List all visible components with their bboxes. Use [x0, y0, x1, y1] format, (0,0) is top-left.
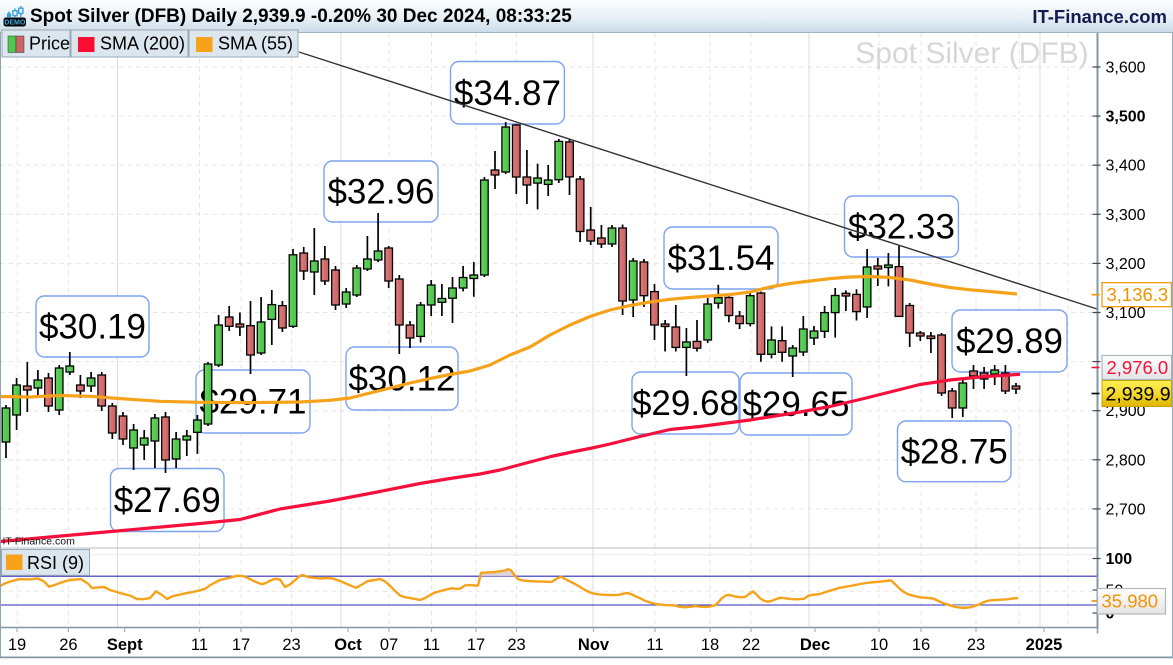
svg-text:$29.68: $29.68: [632, 384, 739, 423]
svg-text:10: 10: [870, 636, 888, 654]
svg-text:16: 16: [912, 636, 930, 654]
svg-text:SMA (55): SMA (55): [218, 34, 293, 54]
svg-text:$30.12: $30.12: [348, 360, 455, 399]
svg-text:SMA (200): SMA (200): [100, 34, 185, 54]
svg-text:DEMO: DEMO: [4, 20, 26, 27]
svg-text:17: 17: [467, 636, 485, 654]
svg-text:2025: 2025: [1026, 636, 1063, 654]
svg-text:IT-Finance.com: IT-Finance.com: [1032, 6, 1167, 27]
svg-text:IT-Finance.com: IT-Finance.com: [3, 536, 76, 548]
svg-text:2,900: 2,900: [1106, 403, 1146, 420]
svg-text:$32.33: $32.33: [848, 208, 955, 247]
svg-text:$27.69: $27.69: [114, 481, 221, 520]
svg-text:3,200: 3,200: [1106, 256, 1146, 273]
svg-text:3,100: 3,100: [1106, 305, 1146, 322]
svg-text:Sept: Sept: [107, 636, 143, 654]
svg-text:18: 18: [701, 636, 719, 654]
svg-text:11: 11: [423, 636, 440, 654]
svg-text:$29.89: $29.89: [956, 322, 1063, 361]
svg-text:$31.54: $31.54: [667, 239, 774, 278]
svg-text:19: 19: [8, 636, 26, 654]
svg-text:3,600: 3,600: [1106, 60, 1146, 77]
svg-text:$28.75: $28.75: [901, 432, 1008, 471]
svg-text:Spot Silver (DFB) Daily 2,939.: Spot Silver (DFB) Daily 2,939.9 -0.20% 3…: [30, 6, 572, 27]
svg-text:11: 11: [646, 636, 663, 654]
svg-text:2,976.0: 2,976.0: [1107, 357, 1169, 378]
svg-text:$34.87: $34.87: [454, 74, 561, 113]
svg-text:$30.19: $30.19: [39, 308, 146, 347]
svg-text:26: 26: [59, 636, 77, 654]
svg-text:$32.96: $32.96: [327, 173, 434, 212]
svg-text:2,939.9: 2,939.9: [1106, 384, 1171, 406]
svg-text:23: 23: [507, 636, 525, 654]
svg-text:11: 11: [191, 636, 208, 654]
svg-text:100: 100: [1106, 551, 1133, 568]
svg-text:17: 17: [232, 636, 250, 654]
svg-text:3,400: 3,400: [1106, 158, 1146, 175]
svg-text:07: 07: [380, 636, 398, 654]
svg-text:3,136.3: 3,136.3: [1107, 284, 1169, 305]
svg-text:3,300: 3,300: [1106, 207, 1146, 224]
svg-text:3,500: 3,500: [1106, 109, 1146, 126]
svg-text:Dec: Dec: [800, 636, 830, 654]
svg-text:23: 23: [282, 636, 300, 654]
svg-text:Nov: Nov: [578, 636, 610, 654]
svg-text:23: 23: [967, 636, 985, 654]
svg-text:2,700: 2,700: [1106, 501, 1146, 518]
svg-text:Oct: Oct: [334, 636, 362, 654]
svg-text:2,800: 2,800: [1106, 452, 1146, 469]
svg-text:35.980: 35.980: [1102, 591, 1159, 612]
svg-text:22: 22: [742, 636, 760, 654]
svg-text:RSI (9): RSI (9): [27, 553, 84, 573]
svg-text:Price: Price: [29, 34, 70, 54]
svg-text:Spot Silver (DFB): Spot Silver (DFB): [855, 37, 1088, 70]
